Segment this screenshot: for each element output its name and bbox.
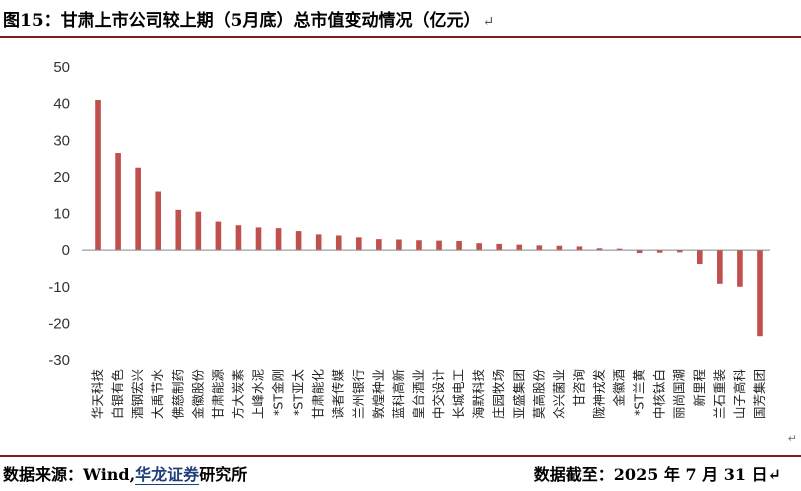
bar (155, 191, 162, 251)
bar (636, 250, 643, 254)
source-note: 数据来源：Wind,华龙证券研究所 (3, 461, 247, 485)
x-tick-label: 兰州银行 (351, 369, 366, 419)
bar (476, 243, 482, 251)
y-tick-label: 30 (53, 132, 70, 149)
x-tick-label: 众兴菌业 (551, 369, 566, 419)
x-tick-label: 丽尚国潮 (672, 369, 687, 419)
bar-series (95, 99, 763, 337)
y-tick-label: -20 (48, 315, 70, 332)
bar (376, 239, 382, 251)
return-mark: ↵ (482, 14, 495, 30)
x-tick-label: 金徽股份 (190, 369, 205, 420)
bar (175, 209, 182, 251)
bar (335, 235, 342, 251)
x-tick-label: 甘咨询 (571, 369, 586, 407)
x-tick-label: 国芳集团 (752, 369, 767, 419)
x-tick-label: 大禹节水 (150, 369, 165, 420)
y-tick-label: 0 (62, 242, 70, 259)
bar (396, 239, 402, 251)
bar (95, 99, 101, 251)
source-prefix: 数据来源：Wind, (3, 465, 136, 484)
data-date: 数据截至：2025 年 7 月 31 日↵ (534, 461, 781, 485)
bar (656, 250, 663, 253)
x-tick-label: 甘肃能化 (311, 369, 326, 420)
bar (416, 240, 422, 251)
bar (596, 248, 603, 251)
bar (696, 250, 703, 265)
x-tick-label: 海默科技 (471, 369, 486, 420)
bar (737, 250, 743, 287)
x-tick-label: 酒钢宏兴 (130, 369, 145, 419)
bar (576, 246, 583, 251)
bar (315, 234, 322, 251)
x-tick-label: 新里程 (692, 369, 707, 407)
bar (215, 221, 222, 251)
bar (255, 227, 262, 251)
x-tick-label: 方大炭素 (230, 369, 245, 419)
x-tick-label: 上峰水泥 (251, 369, 266, 419)
x-tick-label: 敦煌种业 (371, 369, 386, 419)
x-tick-label: 金徽酒 (612, 369, 627, 407)
x-tick-label: 中核钛白 (652, 369, 667, 419)
x-tick-label: *ST金刚 (271, 369, 286, 416)
corner-return-mark: ↵ (787, 432, 797, 445)
bar (496, 243, 503, 251)
x-tick-label: *ST兰黄 (632, 369, 647, 416)
bar (135, 167, 141, 251)
x-tick-label: 佛慈制药 (170, 369, 185, 419)
y-axis: -30 -20 -10 0 10 20 30 40 50 (48, 59, 70, 369)
date-text: 数据截至：2025 年 7 月 31 日 (533, 465, 768, 484)
bar (516, 244, 523, 251)
bar (757, 250, 763, 337)
page-title: 图15：甘肃上市公司较上期（5月底）总市值变动情况（亿元） ↵ (3, 6, 494, 31)
bar (436, 240, 442, 251)
x-tick-label: 庄园牧场 (491, 369, 506, 419)
y-tick-label: 10 (53, 206, 70, 223)
bar (115, 153, 121, 251)
bar (456, 240, 462, 251)
y-tick-label: -30 (48, 352, 70, 369)
bar (536, 245, 543, 251)
y-tick-label: 50 (53, 59, 70, 76)
x-tick-label: *ST亚太 (291, 369, 306, 416)
x-tick-label: 长城电工 (451, 369, 466, 419)
y-tick-label: 40 (53, 96, 70, 113)
x-tick-label: 兰石重装 (712, 369, 727, 419)
bar-chart: -30 -20 -10 0 10 20 30 40 50 华天科技 白银有色 酒钢宏兴 大禹节水 佛慈制… (48, 59, 770, 420)
x-tick-label: 皇台酒业 (411, 369, 426, 419)
bar (235, 225, 242, 251)
bar (676, 250, 683, 253)
bar (355, 237, 362, 251)
x-tick-label: 亚盛集团 (511, 369, 526, 419)
title-text: 图15：甘肃上市公司较上期（5月底）总市值变动情况（亿元） (3, 11, 481, 31)
x-axis: 华天科技 白银有色 酒钢宏兴 大禹节水 佛慈制药 金徽股份 甘肃能源 方大炭素 上峰水泥 *ST金… (90, 369, 767, 420)
source-suffix: 研究所 (199, 465, 248, 484)
bar (717, 250, 723, 284)
bar (556, 245, 563, 251)
x-tick-label: 蓝科高新 (391, 369, 406, 419)
bar (616, 248, 623, 251)
bar (195, 211, 202, 251)
x-tick-label: 莫高股份 (531, 369, 546, 420)
x-tick-label: 陇神戎发 (592, 369, 607, 420)
bar (295, 231, 302, 251)
x-tick-label: 华天科技 (90, 369, 105, 420)
bottom-rule (0, 455, 801, 457)
source-brand: 华龙证券 (135, 465, 200, 485)
x-tick-label: 甘肃能源 (210, 369, 225, 420)
x-tick-label: 山子高科 (732, 369, 747, 420)
return-mark: ↵ (767, 465, 781, 484)
top-rule (0, 36, 801, 38)
x-tick-label: 中交设计 (431, 369, 446, 419)
y-tick-label: -10 (48, 279, 70, 296)
bar (275, 228, 282, 251)
x-tick-label: 读者传媒 (331, 369, 346, 420)
y-tick-label: 20 (53, 169, 70, 186)
x-tick-label: 白银有色 (110, 369, 125, 420)
